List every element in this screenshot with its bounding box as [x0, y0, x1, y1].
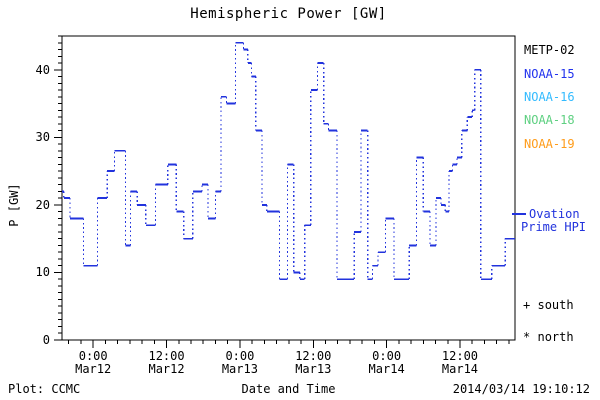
y-tick-label: 30 — [35, 130, 50, 145]
legend-marker-south-label: south — [537, 298, 574, 312]
x-tick-label: 12:00 Mar13 — [295, 349, 332, 376]
page-title: Hemispheric Power [GW] — [190, 6, 387, 22]
x-axis-title: Date and Time — [241, 382, 336, 396]
y-tick-label: 40 — [35, 62, 50, 77]
asterisk-marker-icon: * — [523, 330, 531, 344]
y-tick-label: 10 — [35, 265, 50, 280]
x-tick-label: 0:00 Mar13 — [221, 349, 258, 376]
legend-marker-south: + south — [523, 298, 574, 312]
x-tick-label: 12:00 Mar14 — [441, 349, 479, 376]
legend-item-noaa19: NOAA-19 — [524, 137, 575, 151]
legend-item-noaa18: NOAA-18 — [524, 113, 575, 127]
legend-ovation-line2: Prime HPI — [521, 220, 587, 234]
plot-frame — [61, 35, 516, 341]
legend-item-noaa16: NOAA-16 — [524, 90, 575, 104]
timestamp: 2014/03/14 19:10:12 — [452, 382, 590, 396]
legend-marker-north-label: north — [537, 330, 574, 344]
x-tick-label: 0:00 Mar12 — [75, 349, 112, 376]
x-tick-label: 12:00 Mar12 — [148, 349, 185, 376]
y-tick-label: 0 — [42, 333, 50, 347]
x-tick-label: 0:00 Mar14 — [368, 349, 405, 376]
plot-credit: Plot: CCMC — [8, 382, 81, 396]
legend-item-noaa15: NOAA-15 — [524, 67, 575, 81]
legend-item-metp02: METP-02 — [524, 43, 575, 57]
legend-ovation-line1: Ovation — [529, 207, 580, 221]
legend-marker-north: * north — [523, 330, 574, 344]
y-axis-title: P [GW] — [7, 183, 21, 227]
plus-marker-icon: + — [523, 298, 531, 312]
y-tick-label: 20 — [35, 197, 50, 212]
